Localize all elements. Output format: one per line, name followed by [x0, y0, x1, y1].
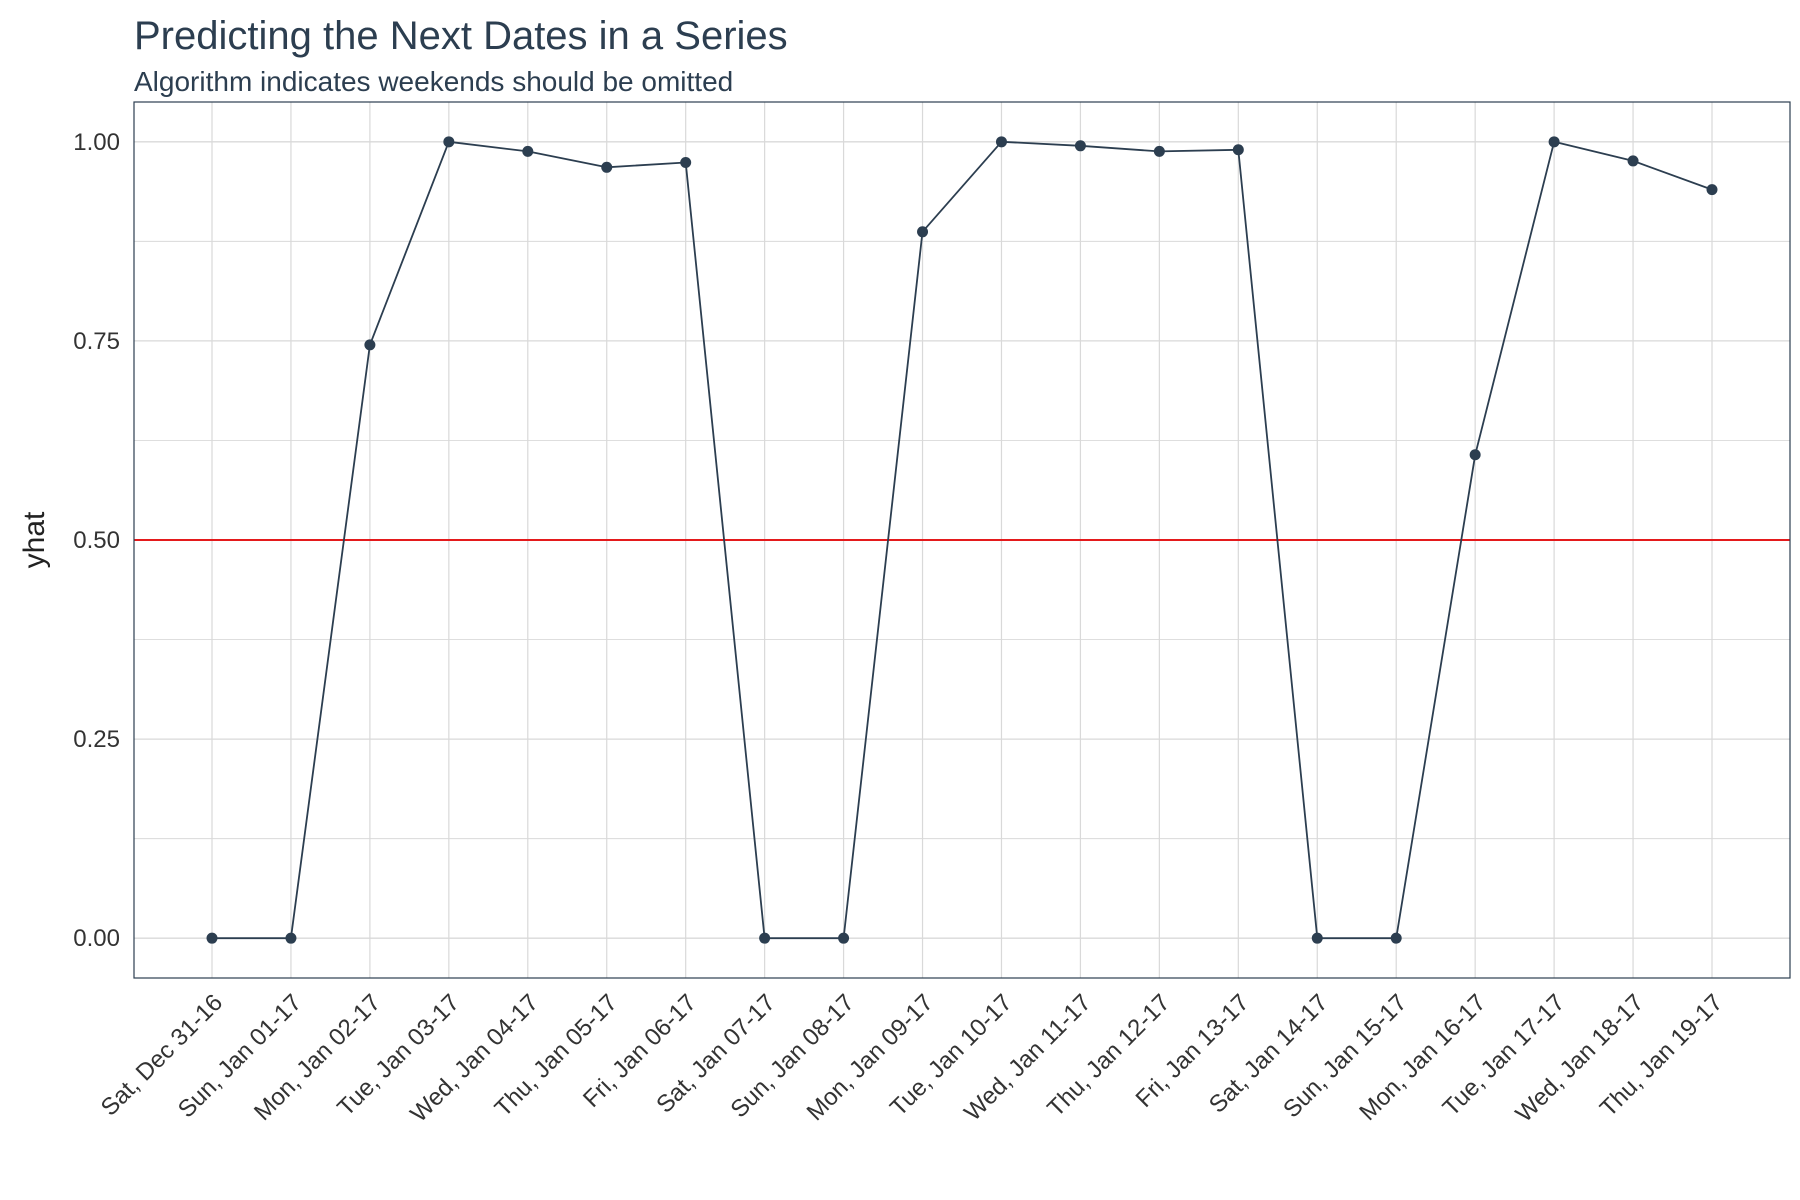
- data-point: [1390, 932, 1402, 944]
- data-point: [206, 932, 218, 944]
- data-point: [1232, 144, 1244, 156]
- data-point: [838, 932, 850, 944]
- data-points: [206, 136, 1718, 944]
- y-tick-labels: 0.00 0.25 0.50 0.75 1.00: [73, 129, 120, 952]
- y-tick-label: 0.50: [73, 527, 120, 554]
- data-point: [1706, 184, 1718, 196]
- data-point: [1153, 145, 1165, 157]
- data-point: [917, 226, 929, 238]
- data-point: [601, 161, 613, 173]
- data-point: [285, 932, 297, 944]
- data-point: [1311, 932, 1323, 944]
- data-point: [522, 145, 534, 157]
- y-tick-label: 0.75: [73, 328, 120, 355]
- data-point: [364, 339, 376, 351]
- y-tick-label: 0.25: [73, 726, 120, 753]
- y-tick-label: 0.00: [73, 925, 120, 952]
- data-point: [759, 932, 771, 944]
- data-point: [680, 157, 692, 169]
- series-line: [212, 140, 1713, 940]
- chart-title: Predicting the Next Dates in a Series: [134, 14, 788, 58]
- series-layer: [212, 140, 1713, 940]
- data-point: [1548, 136, 1560, 148]
- data-point: [1627, 155, 1639, 167]
- y-axis-title: yhat: [18, 511, 51, 568]
- panel-frame: [133, 101, 1791, 979]
- data-point: [1074, 140, 1086, 152]
- data-point: [1469, 449, 1481, 461]
- y-tick-label: 1.00: [73, 129, 120, 156]
- data-point: [443, 136, 455, 148]
- panel-border: [133, 101, 1791, 979]
- chart-subtitle: Algorithm indicates weekends should be o…: [134, 66, 734, 97]
- data-point: [995, 136, 1007, 148]
